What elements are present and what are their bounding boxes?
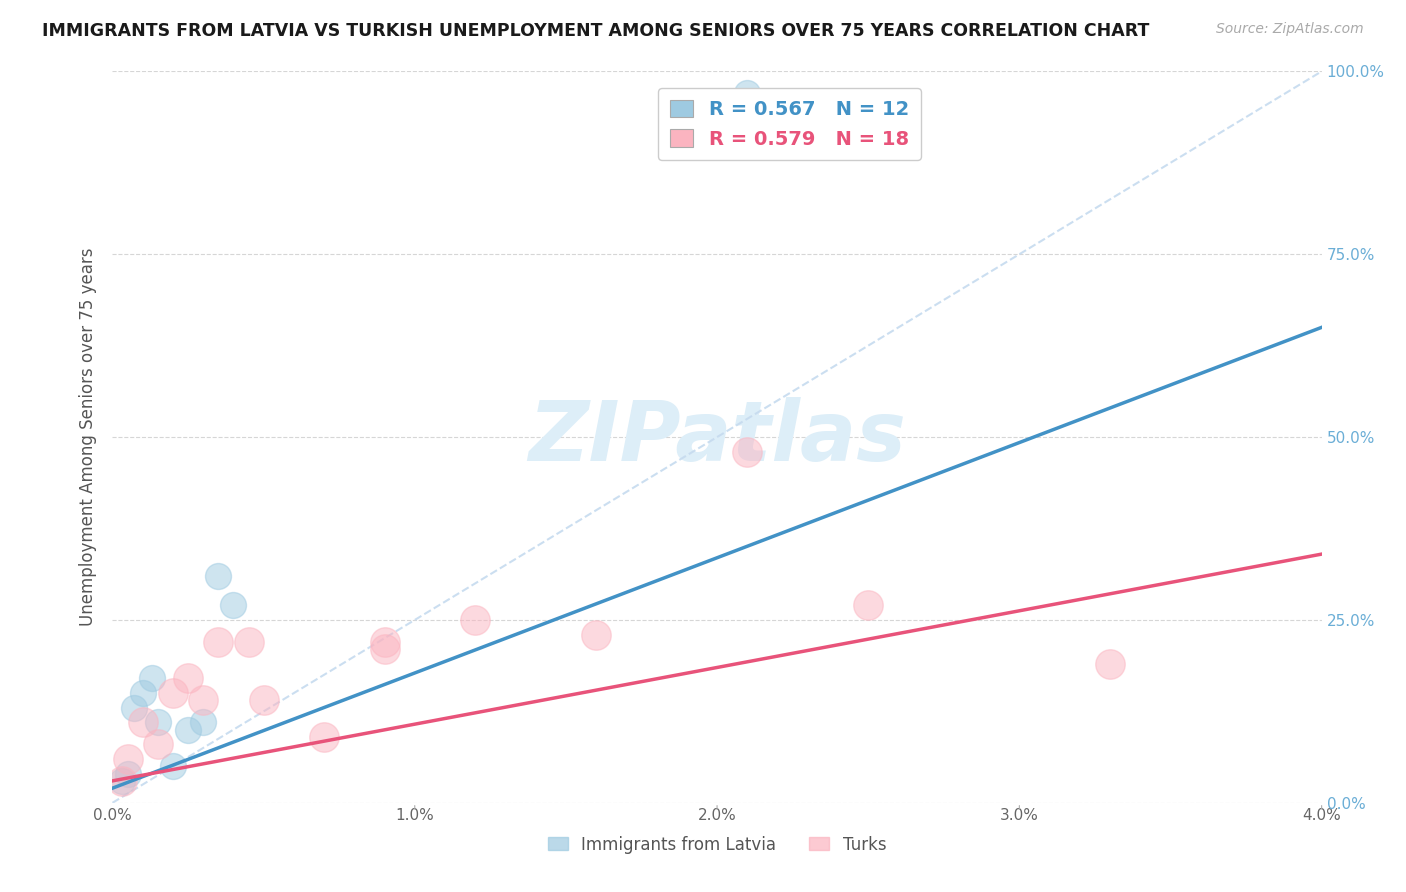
Point xyxy=(162,686,184,700)
Point xyxy=(373,642,396,657)
Point xyxy=(177,723,200,737)
Point xyxy=(110,773,132,788)
Point xyxy=(207,569,229,583)
Point xyxy=(1098,657,1121,671)
Point xyxy=(110,773,132,788)
Point xyxy=(191,715,215,730)
Point xyxy=(122,700,145,714)
Point xyxy=(585,627,607,641)
Point xyxy=(162,759,184,773)
Point xyxy=(191,693,215,707)
Point xyxy=(222,599,245,613)
Text: ZIPatlas: ZIPatlas xyxy=(529,397,905,477)
Point xyxy=(373,635,396,649)
Point xyxy=(117,766,139,780)
Text: IMMIGRANTS FROM LATVIA VS TURKISH UNEMPLOYMENT AMONG SENIORS OVER 75 YEARS CORRE: IMMIGRANTS FROM LATVIA VS TURKISH UNEMPL… xyxy=(42,22,1150,40)
Point xyxy=(238,635,260,649)
Point xyxy=(737,87,759,101)
Point xyxy=(856,599,880,613)
Point xyxy=(146,715,169,730)
Point xyxy=(312,730,335,744)
Point xyxy=(464,613,486,627)
Point xyxy=(146,737,169,751)
Legend: Immigrants from Latvia, Turks: Immigrants from Latvia, Turks xyxy=(541,829,893,860)
Point xyxy=(207,635,229,649)
Y-axis label: Unemployment Among Seniors over 75 years: Unemployment Among Seniors over 75 years xyxy=(79,248,97,626)
Text: Source: ZipAtlas.com: Source: ZipAtlas.com xyxy=(1216,22,1364,37)
Point xyxy=(737,444,759,458)
Point xyxy=(117,752,139,766)
Point xyxy=(253,693,276,707)
Point xyxy=(132,686,155,700)
Point xyxy=(177,672,200,686)
Point xyxy=(132,715,155,730)
Point xyxy=(141,672,163,686)
